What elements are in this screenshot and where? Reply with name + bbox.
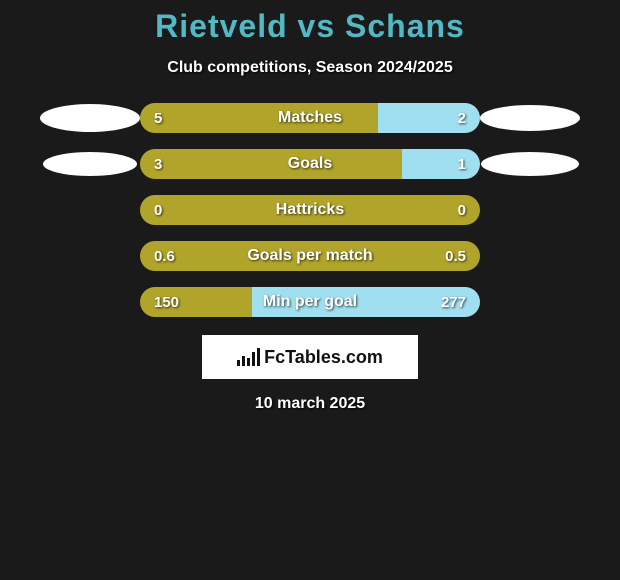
subtitle: Club competitions, Season 2024/2025 [0, 59, 620, 77]
left-icon-slot [40, 152, 140, 176]
stat-row: 52Matches [0, 103, 620, 133]
stat-label: Min per goal [140, 293, 480, 311]
logo-inner: FcTables.com [237, 347, 383, 368]
stat-label: Goals per match [140, 247, 480, 265]
player-ellipse-icon [480, 105, 580, 131]
logo-text: FcTables.com [264, 347, 383, 368]
stat-bar: 00Hattricks [140, 195, 480, 225]
stat-row: 00Hattricks [0, 195, 620, 225]
stat-label: Matches [140, 109, 480, 127]
stat-bar: 0.60.5Goals per match [140, 241, 480, 271]
date-text: 10 march 2025 [0, 395, 620, 413]
stat-label: Goals [140, 155, 480, 173]
player-ellipse-icon [40, 104, 140, 132]
player2-name: Schans [345, 8, 465, 44]
stat-bar: 52Matches [140, 103, 480, 133]
logo-box: FcTables.com [202, 335, 418, 379]
stat-row: 31Goals [0, 149, 620, 179]
player-ellipse-icon [43, 152, 137, 176]
stat-row: 0.60.5Goals per match [0, 241, 620, 271]
left-icon-slot [40, 104, 140, 132]
stat-bar: 31Goals [140, 149, 480, 179]
stat-row: 150277Min per goal [0, 287, 620, 317]
bar-chart-icon [237, 348, 260, 366]
vs-text: vs [298, 8, 336, 44]
player1-name: Rietveld [155, 8, 287, 44]
right-icon-slot [480, 105, 580, 131]
player-ellipse-icon [481, 152, 579, 176]
right-icon-slot [480, 152, 580, 176]
stat-label: Hattricks [140, 201, 480, 219]
stat-bar: 150277Min per goal [140, 287, 480, 317]
comparison-infographic: Rietveld vs Schans Club competitions, Se… [0, 0, 620, 413]
bars-container: 52Matches 31Goals 00Hattricks 0.60.5Goals p… [0, 103, 620, 317]
page-title: Rietveld vs Schans [0, 8, 620, 45]
